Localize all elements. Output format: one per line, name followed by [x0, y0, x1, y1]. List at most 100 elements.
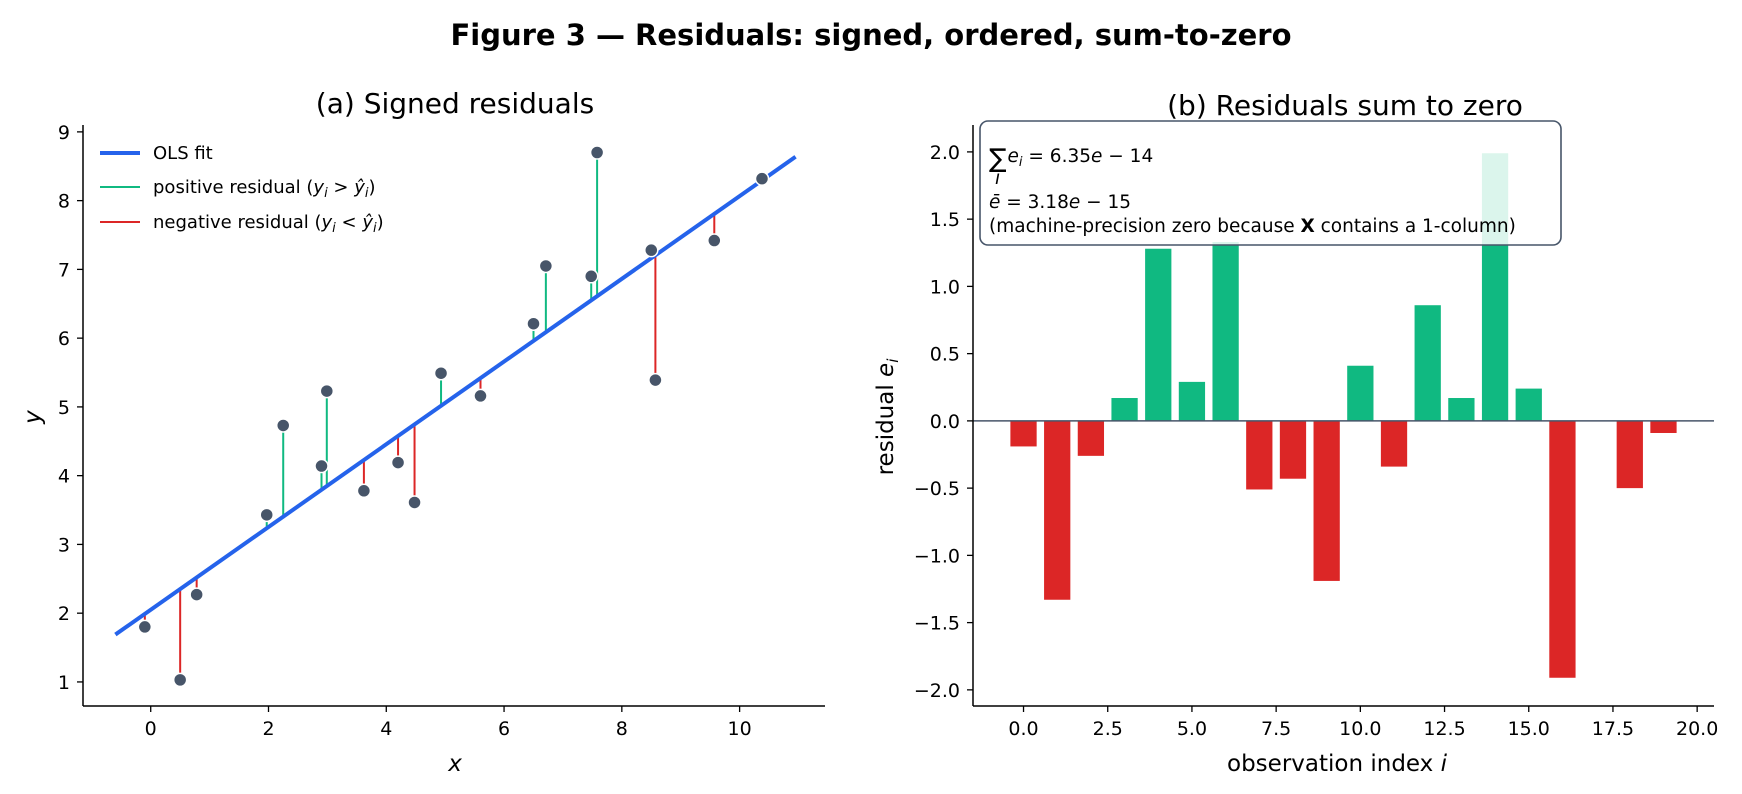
ols-fit-line: [114, 155, 797, 637]
negative-residual-bar: [1616, 420, 1643, 489]
data-point: [526, 316, 541, 331]
data-point: [583, 269, 599, 284]
x-tick-label: 12.5: [1423, 718, 1465, 740]
x-tick-label: 2: [262, 718, 274, 740]
data-point: [189, 587, 204, 602]
panel-a-x-axis-label: x: [447, 751, 462, 777]
negative-residual-bar: [1044, 420, 1071, 600]
y-tick-label: 2.0: [930, 142, 960, 164]
data-point: [538, 258, 554, 274]
y-tick-label: 0.0: [930, 411, 960, 433]
panel-b-title: (b) Residuals sum to zero: [1167, 89, 1523, 122]
panel-a-y-ticks: 1 2 3 4 5 6 7 8 9: [58, 122, 83, 694]
panel-b-y-axis-label: residual ei: [873, 358, 902, 476]
x-tick-label: 10.0: [1339, 718, 1381, 740]
data-point: [314, 458, 329, 474]
panel-b-residuals-sum: (b) Residuals sum to zero 0.0 2.5 5.0 7.5 10…: [873, 89, 1718, 777]
panel-b-annotation: ∑ei = 6.35e − 14 i ē = 3.18e − 15 (machi…: [979, 120, 1562, 246]
y-tick-label: 2: [58, 603, 70, 625]
data-point: [433, 365, 449, 381]
y-tick-label: 8: [58, 191, 70, 213]
panel-a-title: (a) Signed residuals: [316, 87, 594, 120]
positive-residual-bar: [1111, 398, 1138, 421]
legend-positive-label: positive residual (yi > ŷi): [153, 177, 376, 201]
y-tick-label: −1.0: [914, 545, 960, 567]
data-point: [407, 495, 422, 510]
y-tick-label: 4: [58, 466, 70, 488]
x-tick-label: 5.0: [1177, 718, 1207, 740]
panel-a-legend: OLS fit positive residual (yi > ŷi) nega…: [100, 143, 384, 236]
y-tick-label: 1.5: [930, 209, 960, 231]
y-tick-label: 3: [58, 534, 70, 556]
y-tick-label: 7: [58, 259, 70, 281]
positive-residual-bar: [1145, 248, 1172, 421]
x-tick-label: 20.0: [1676, 718, 1718, 740]
data-point: [473, 388, 488, 404]
data-point: [137, 619, 153, 635]
y-tick-label: 9: [58, 122, 70, 144]
panel-a-x-ticks: 0 2 4 6 8 10: [145, 706, 752, 740]
panel-b-axes: [972, 125, 1714, 707]
negative-residual-bar: [1313, 420, 1340, 581]
data-point: [275, 418, 291, 433]
y-tick-label: 1: [58, 672, 70, 694]
x-tick-label: 0.0: [1008, 718, 1038, 740]
negative-residual-bar: [1650, 420, 1677, 433]
y-tick-label: 1.0: [930, 276, 960, 298]
positive-residual-bar: [1414, 305, 1441, 421]
panel-b-x-axis-label: observation index i: [1227, 751, 1448, 777]
data-point: [259, 507, 274, 523]
data-point: [644, 242, 659, 258]
positive-residual-bar: [1515, 388, 1542, 421]
data-point: [754, 171, 770, 186]
x-tick-label: 15.0: [1508, 718, 1550, 740]
x-tick-label: 2.5: [1093, 718, 1123, 740]
panel-b-bars: [1010, 153, 1677, 678]
data-point: [707, 233, 722, 248]
data-point: [390, 455, 406, 470]
data-point: [589, 145, 605, 160]
negative-residual-bar: [1380, 420, 1408, 467]
x-tick-label: 0: [145, 718, 157, 740]
legend-fit-label: OLS fit: [153, 143, 213, 164]
y-tick-label: 5: [58, 397, 70, 419]
y-tick-label: −1.5: [914, 613, 960, 635]
negative-residual-bar: [1279, 420, 1307, 479]
panel-a-fit-line-group: [114, 155, 797, 637]
y-tick-label: −2.0: [914, 680, 960, 702]
negative-residual-bar: [1246, 420, 1273, 490]
annotation-sum-line: ∑ei = 6.35e − 14: [989, 144, 1153, 174]
positive-residual-bar: [1347, 365, 1374, 421]
negative-residual-bar: [1077, 420, 1105, 456]
panel-b-y-ticks: −2.0 −1.5 −1.0 −0.5 0.0 0.5 1.0 1.5 2.0: [914, 142, 973, 702]
positive-residual-bar: [1212, 242, 1239, 421]
y-tick-label: −0.5: [914, 478, 960, 500]
y-tick-label: 6: [58, 328, 70, 350]
panel-b-x-ticks: 0.0 2.5 5.0 7.5 10.0 12.5 15.0 17.5 20.0: [1008, 706, 1718, 740]
positive-residual-bar: [1178, 381, 1206, 421]
panel-a-axes: [82, 125, 825, 707]
negative-residual-bar: [1549, 420, 1576, 678]
data-point: [648, 372, 663, 388]
annotation-mean-line: ē = 3.18e − 15: [989, 192, 1131, 213]
data-point: [356, 483, 372, 499]
data-point: [172, 672, 188, 688]
negative-residual-bar: [1010, 420, 1037, 447]
panel-a-points: [137, 145, 770, 688]
figure-title: Figure 3 — Residuals: signed, ordered, s…: [450, 18, 1291, 52]
x-tick-label: 17.5: [1592, 718, 1634, 740]
x-tick-label: 7.5: [1261, 718, 1291, 740]
positive-residual-bar: [1448, 398, 1475, 421]
panel-a-y-axis-label: y: [20, 410, 46, 425]
x-tick-label: 4: [380, 718, 392, 740]
x-tick-label: 8: [616, 718, 628, 740]
annotation-box: [979, 120, 1562, 246]
annotation-sum-index: i: [995, 168, 1001, 189]
x-tick-label: 10: [728, 718, 752, 740]
legend-negative-label: negative residual (yi < ŷi): [153, 212, 384, 236]
x-tick-label: 6: [498, 718, 510, 740]
data-point: [319, 383, 335, 399]
y-tick-label: 0.5: [930, 344, 960, 366]
